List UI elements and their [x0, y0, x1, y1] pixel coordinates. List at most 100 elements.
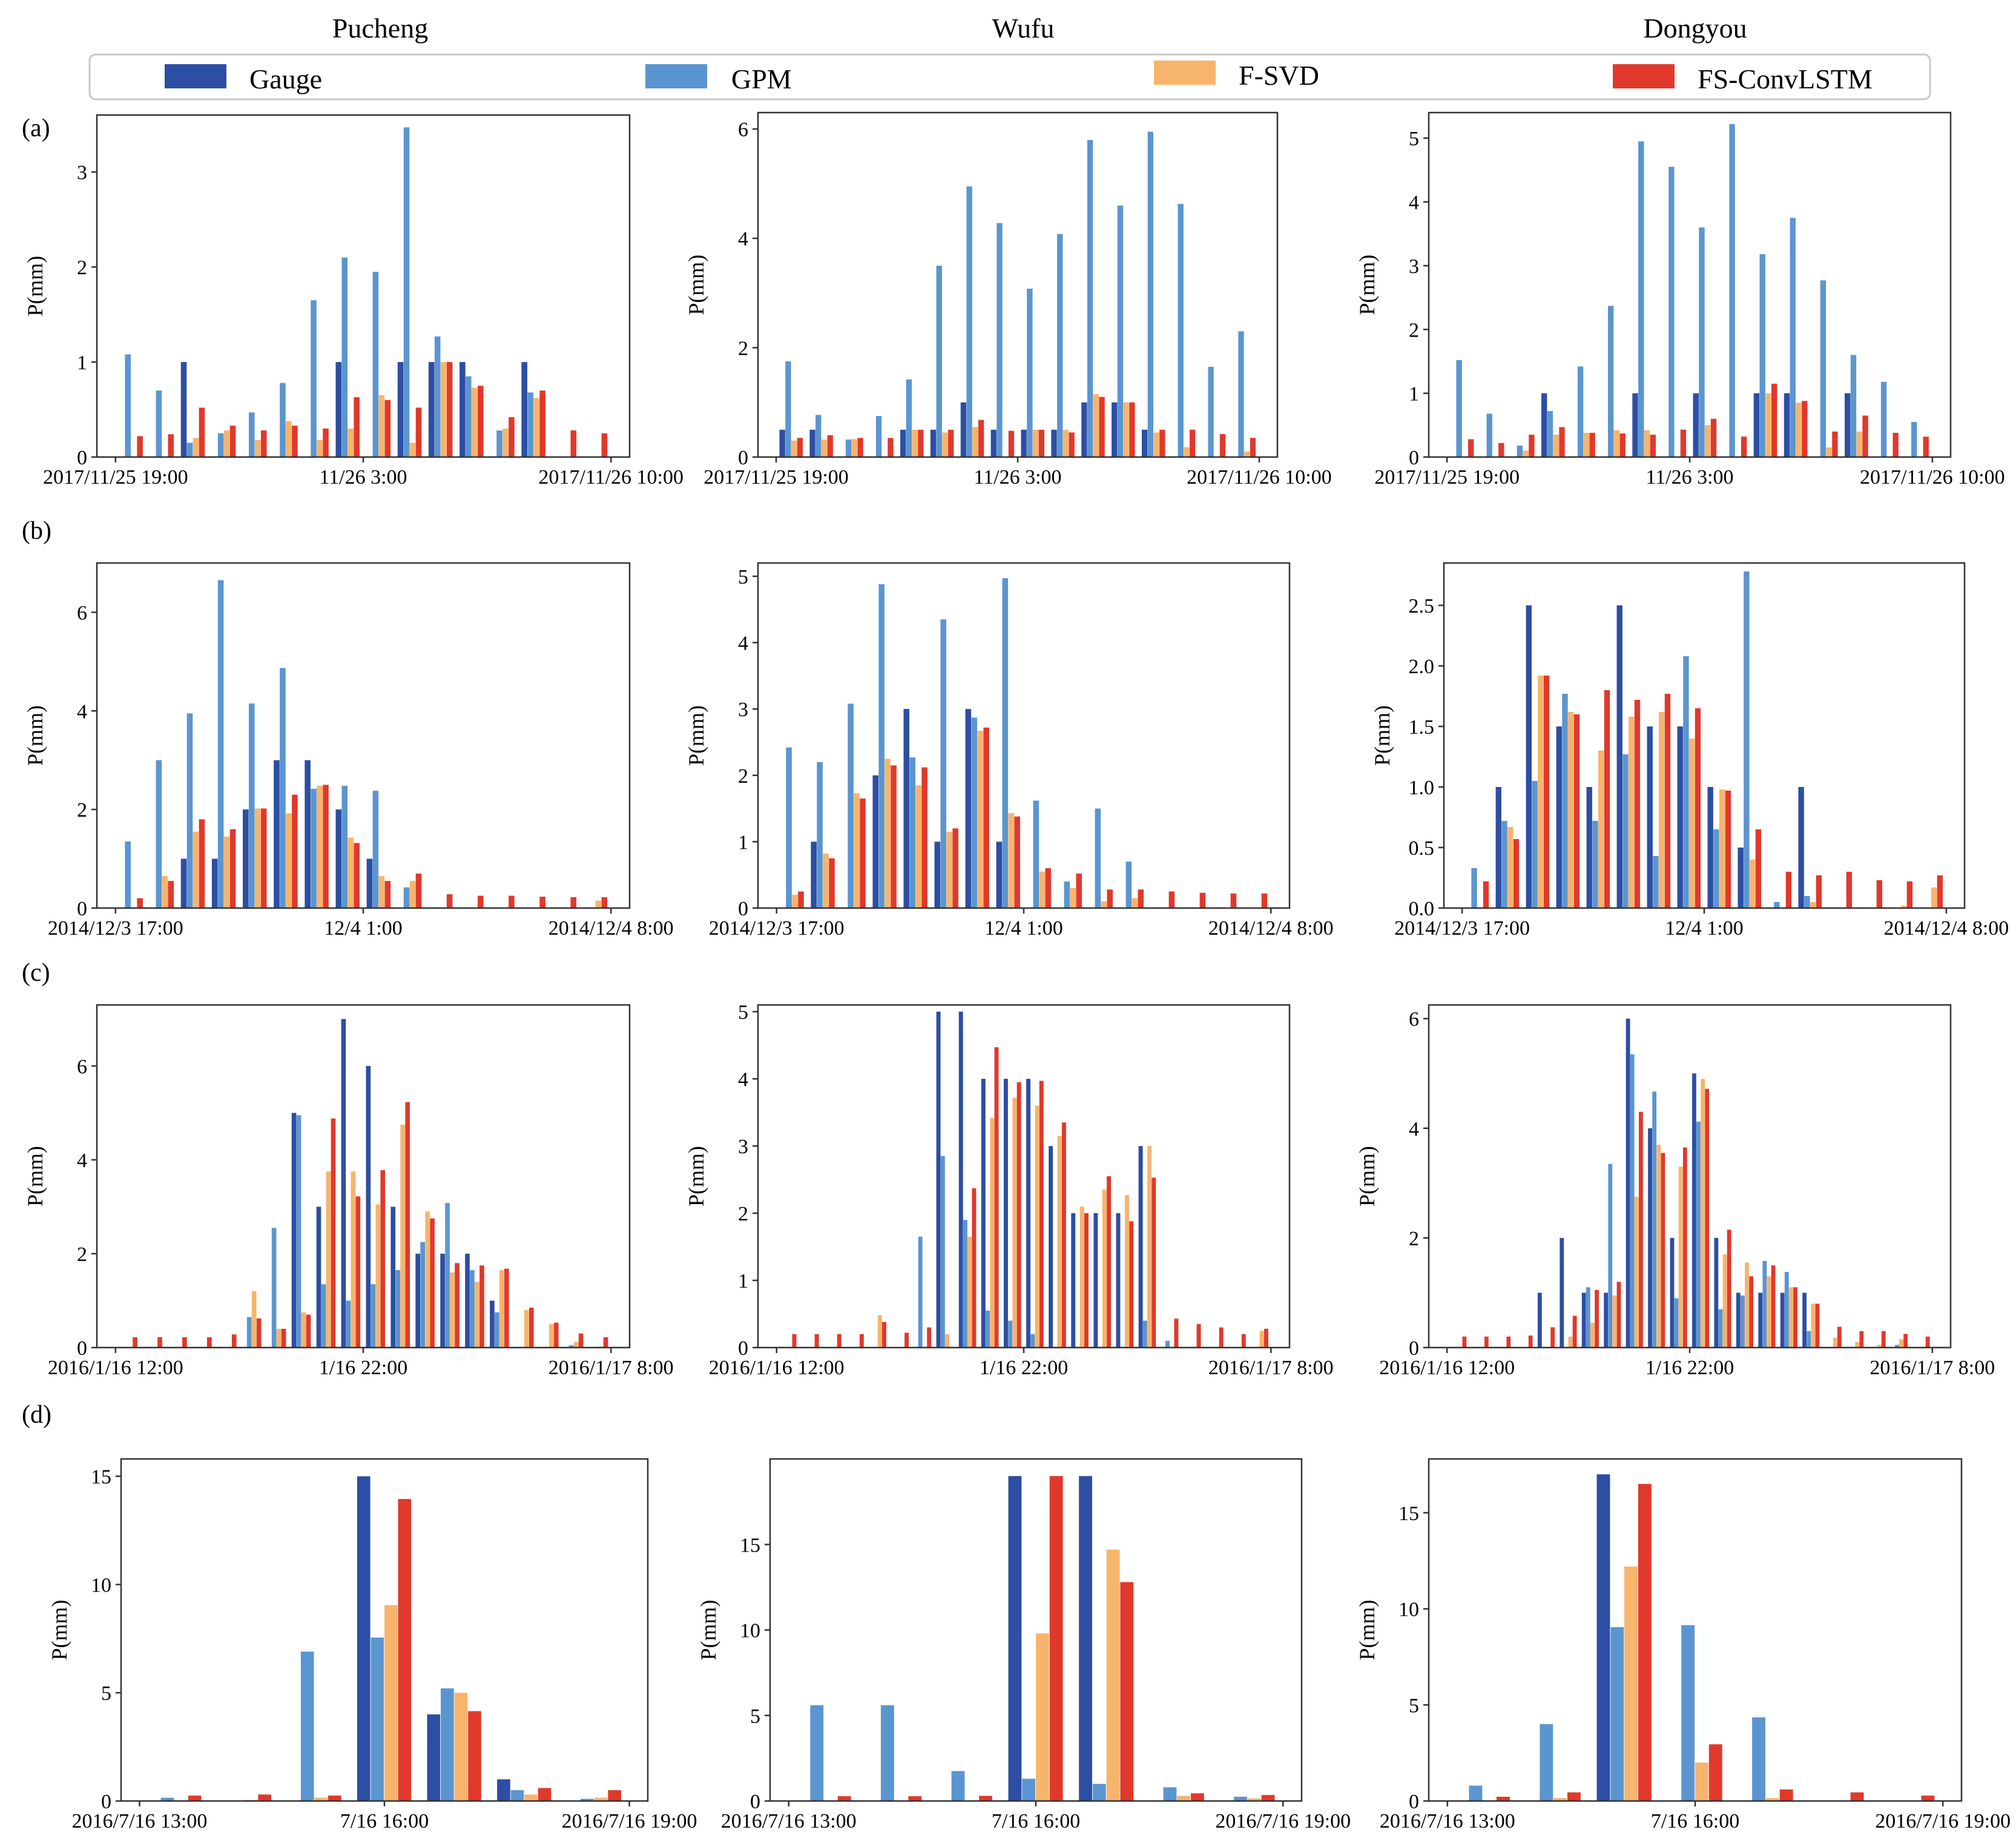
bar-gauge-7: [990, 429, 996, 457]
legend-label-gauge: Gauge: [249, 64, 322, 94]
bar-gpm-15: [1784, 1272, 1789, 1348]
bar-gpm-0: [786, 747, 792, 908]
y-tick-label: 5: [1409, 128, 1419, 150]
bar-fs-convlstm-6: [1595, 1289, 1599, 1348]
bar-fs-convlstm-4: [1120, 1582, 1134, 1801]
bar-gpm-16: [1142, 1320, 1147, 1348]
bar-fs-convlstm-3: [1049, 1476, 1063, 1801]
bar-fs-convlstm-0: [792, 1334, 797, 1348]
y-tick-label: 5: [738, 566, 748, 588]
bar-fs-convlstm-7: [1008, 430, 1015, 457]
bar-fs-convlstm-10: [1771, 383, 1777, 457]
bar-gpm-14: [1762, 1260, 1767, 1348]
bar-fs-convlstm-18: [1859, 1331, 1864, 1348]
legend-swatch-gpm: [645, 64, 707, 88]
bar-gpm-7: [1002, 578, 1009, 908]
bar-fs-convlstm-2: [979, 1796, 992, 1801]
bar-fs-convlstm-2: [857, 438, 863, 457]
bar-f-svd-1: [821, 440, 828, 457]
bar-f-svd-3: [1695, 1762, 1708, 1801]
bar-gauge-11: [1692, 1073, 1696, 1348]
column-title-dongyou: Dongyou: [1643, 13, 1747, 44]
bar-gauge-8: [1626, 1018, 1630, 1348]
bar-gauge-9: [397, 362, 404, 457]
bar-fs-convlstm-8: [972, 1188, 977, 1348]
bar-gpm-7: [1683, 656, 1689, 908]
bar-fs-convlstm-0: [1462, 1336, 1467, 1348]
bar-fs-convlstm-6: [608, 1790, 621, 1801]
bar-fs-convlstm-15: [1129, 1221, 1134, 1348]
bar-gpm-1: [880, 1705, 894, 1801]
x-tick-label: 2016/7/16 13:00: [72, 1810, 208, 1832]
bar-f-svd-10: [1012, 1098, 1017, 1348]
bar-fs-convlstm-10: [380, 1170, 386, 1348]
bar-fs-convlstm-13: [1190, 429, 1196, 457]
bar-gauge-7: [291, 1113, 297, 1348]
bar-fs-convlstm-4: [1779, 1789, 1793, 1801]
bar-fs-convlstm-2: [328, 1796, 341, 1801]
bar-f-svd-2: [314, 1797, 328, 1801]
bar-gpm-8: [372, 271, 379, 457]
bar-gpm-12: [1820, 280, 1827, 457]
bar-f-svd-6: [317, 786, 323, 908]
panel-d-wufu: 0 5 10 15 P(mm) 2016/7/16 13:00 7/16 16:00 2016…: [696, 1458, 1351, 1832]
bar-gauge-11: [1798, 787, 1804, 908]
y-tick-label: 2: [77, 799, 87, 821]
plot-frame: [96, 562, 631, 909]
bar-gpm-11: [1030, 1334, 1035, 1348]
bar-gpm-7: [940, 1156, 945, 1348]
bar-gauge-6: [1581, 1292, 1586, 1348]
y-tick-label: 5: [1409, 1694, 1419, 1717]
bar-f-svd-5: [942, 432, 948, 457]
x-tick-label: 2017/11/26 10:00: [1187, 466, 1332, 489]
bar-fs-convlstm-3: [1559, 427, 1565, 457]
bar-gpm-9: [986, 1310, 990, 1348]
bar-gauge-3: [211, 858, 218, 908]
bar-fs-convlstm-11: [1129, 402, 1135, 457]
bar-gpm-6: [271, 1228, 277, 1348]
bar-fs-convlstm-14: [1230, 893, 1237, 908]
bar-fs-convlstm-5: [952, 828, 958, 908]
bar-fs-convlstm-6: [1664, 694, 1671, 908]
bar-gpm-0: [1471, 868, 1477, 908]
bar-fs-convlstm-19: [603, 1337, 608, 1348]
x-tick-label: 1/16 22:00: [1645, 1357, 1734, 1379]
legend-label-gpm: GPM: [731, 64, 792, 94]
bar-gauge-2: [1526, 605, 1532, 908]
bar-gauge-3: [1541, 393, 1547, 457]
bar-fs-convlstm-3: [207, 1337, 212, 1348]
bar-f-svd-6: [972, 427, 978, 457]
bar-fs-convlstm-14: [1771, 1265, 1776, 1348]
bar-fs-convlstm-14: [479, 1265, 484, 1348]
bar-f-svd-20: [1899, 1339, 1903, 1348]
bar-gpm-7: [996, 223, 1003, 457]
y-axis-label: P(mm): [47, 1599, 71, 1660]
bar-gpm-13: [527, 392, 533, 457]
x-tick-label: 2014/12/4 8:00: [1208, 917, 1334, 940]
bar-gauge-15: [490, 1300, 495, 1348]
x-tick-label: 11/26 3:00: [973, 466, 1061, 489]
bar-f-svd-14: [1767, 1276, 1771, 1348]
bar-gpm-11: [1117, 205, 1124, 457]
y-axis-label: P(mm): [23, 255, 47, 316]
bar-gauge-3: [1008, 1476, 1022, 1801]
bar-fs-convlstm-1: [1567, 1792, 1581, 1801]
panel-a-dongyou: 0 1 2 3 4 5 P(mm) 2017/11/25 19:00 11/26 3:00 201…: [1355, 111, 2005, 489]
bar-fs-convlstm-5: [904, 1332, 909, 1348]
y-tick-label: 4: [1409, 192, 1419, 214]
bar-gpm-15: [1911, 422, 1917, 457]
bar-gauge-7: [335, 809, 342, 908]
panel-c-dongyou: 0 2 4 6 P(mm) 2016/1/16 12:00 1/16 22:00 2016/1…: [1355, 1004, 1995, 1379]
bar-f-svd-12: [1153, 432, 1159, 457]
bar-fs-convlstm-18: [578, 1333, 584, 1348]
bar-f-svd-4: [1106, 1549, 1120, 1801]
y-tick-label: 6: [1409, 1009, 1419, 1031]
bar-fs-convlstm-3: [1573, 714, 1580, 908]
x-tick-label: 2016/7/16 13:00: [721, 1810, 857, 1832]
bar-fs-convlstm-15: [1923, 436, 1929, 457]
bar-gauge-6: [1647, 726, 1653, 908]
y-axis-label: P(mm): [1355, 1599, 1379, 1660]
bar-fs-convlstm-8: [384, 400, 391, 457]
bar-fs-convlstm-0: [1483, 881, 1489, 908]
bar-fs-convlstm-12: [1159, 429, 1165, 457]
